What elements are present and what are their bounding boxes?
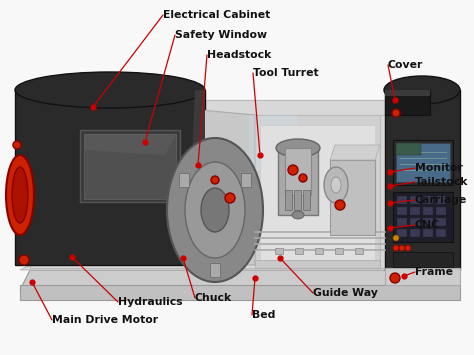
Bar	[396, 143, 450, 182]
Bar	[295, 248, 303, 254]
Bar	[248, 115, 298, 170]
Bar	[436, 207, 446, 215]
Ellipse shape	[399, 245, 405, 251]
Bar	[410, 207, 420, 215]
Polygon shape	[190, 90, 205, 200]
Ellipse shape	[180, 140, 240, 250]
Bar	[355, 248, 363, 254]
Polygon shape	[20, 285, 460, 300]
Polygon shape	[205, 100, 385, 115]
Text: Chuck: Chuck	[195, 293, 232, 303]
Polygon shape	[385, 268, 460, 285]
Ellipse shape	[201, 188, 229, 232]
Ellipse shape	[225, 193, 235, 203]
Text: Frame: Frame	[415, 267, 453, 277]
Ellipse shape	[12, 167, 28, 223]
Polygon shape	[285, 148, 311, 195]
Bar	[397, 207, 407, 215]
Bar	[423, 196, 433, 204]
Polygon shape	[385, 90, 430, 115]
Text: Safety Window: Safety Window	[175, 30, 267, 40]
Bar	[241, 173, 251, 187]
Bar	[303, 190, 310, 210]
Bar	[80, 130, 180, 202]
Polygon shape	[255, 115, 380, 265]
Polygon shape	[330, 160, 375, 235]
Bar	[393, 192, 453, 242]
Bar	[335, 248, 343, 254]
Ellipse shape	[331, 177, 341, 193]
Polygon shape	[260, 125, 375, 260]
Bar	[397, 196, 407, 204]
Polygon shape	[330, 145, 380, 160]
Bar	[275, 248, 283, 254]
Ellipse shape	[405, 245, 411, 251]
Bar	[410, 196, 420, 204]
Text: Main Drive Motor: Main Drive Motor	[52, 315, 158, 325]
Polygon shape	[385, 90, 430, 96]
Text: Carriage: Carriage	[415, 195, 467, 205]
Ellipse shape	[292, 211, 304, 219]
Ellipse shape	[185, 162, 245, 258]
Ellipse shape	[15, 72, 205, 108]
Polygon shape	[15, 90, 205, 265]
Bar	[410, 229, 420, 237]
Polygon shape	[30, 100, 440, 268]
Bar	[436, 196, 446, 204]
Text: Cover: Cover	[388, 60, 423, 70]
Text: CNC: CNC	[415, 220, 440, 230]
Ellipse shape	[19, 255, 29, 265]
Bar	[393, 252, 453, 267]
Ellipse shape	[167, 138, 263, 282]
Ellipse shape	[324, 167, 348, 203]
Bar	[410, 218, 420, 226]
Text: Hydraulics: Hydraulics	[118, 297, 182, 307]
Ellipse shape	[276, 139, 320, 157]
Bar	[397, 229, 407, 237]
Ellipse shape	[335, 200, 345, 210]
Bar	[210, 263, 220, 277]
Polygon shape	[84, 134, 176, 155]
Ellipse shape	[393, 235, 399, 241]
Polygon shape	[20, 270, 450, 290]
Bar	[393, 140, 453, 185]
Text: Electrical Cabinet: Electrical Cabinet	[163, 10, 270, 20]
Bar	[179, 173, 189, 187]
Ellipse shape	[299, 174, 307, 182]
Polygon shape	[255, 260, 380, 268]
Ellipse shape	[393, 245, 399, 251]
Text: Headstock: Headstock	[207, 50, 271, 60]
Polygon shape	[200, 110, 255, 265]
Ellipse shape	[13, 141, 21, 149]
Text: Guide Way: Guide Way	[313, 288, 378, 298]
Text: Monitor: Monitor	[415, 163, 463, 173]
Bar	[397, 218, 407, 226]
Bar	[84, 134, 176, 199]
Text: Tool Turret: Tool Turret	[253, 68, 319, 78]
Text: Bed: Bed	[252, 310, 275, 320]
Polygon shape	[278, 145, 318, 215]
Bar	[396, 143, 421, 155]
Bar	[436, 229, 446, 237]
Bar	[285, 190, 292, 210]
Ellipse shape	[390, 273, 400, 283]
Ellipse shape	[384, 76, 460, 104]
Ellipse shape	[211, 176, 219, 184]
Polygon shape	[20, 265, 450, 270]
Bar	[436, 218, 446, 226]
Text: Tailstock: Tailstock	[415, 177, 468, 187]
Bar	[315, 248, 323, 254]
Ellipse shape	[6, 155, 34, 235]
Ellipse shape	[288, 165, 298, 175]
Bar	[423, 218, 433, 226]
Bar	[294, 190, 301, 210]
Bar	[423, 229, 433, 237]
Polygon shape	[385, 90, 460, 270]
Ellipse shape	[392, 109, 400, 117]
Bar	[423, 207, 433, 215]
